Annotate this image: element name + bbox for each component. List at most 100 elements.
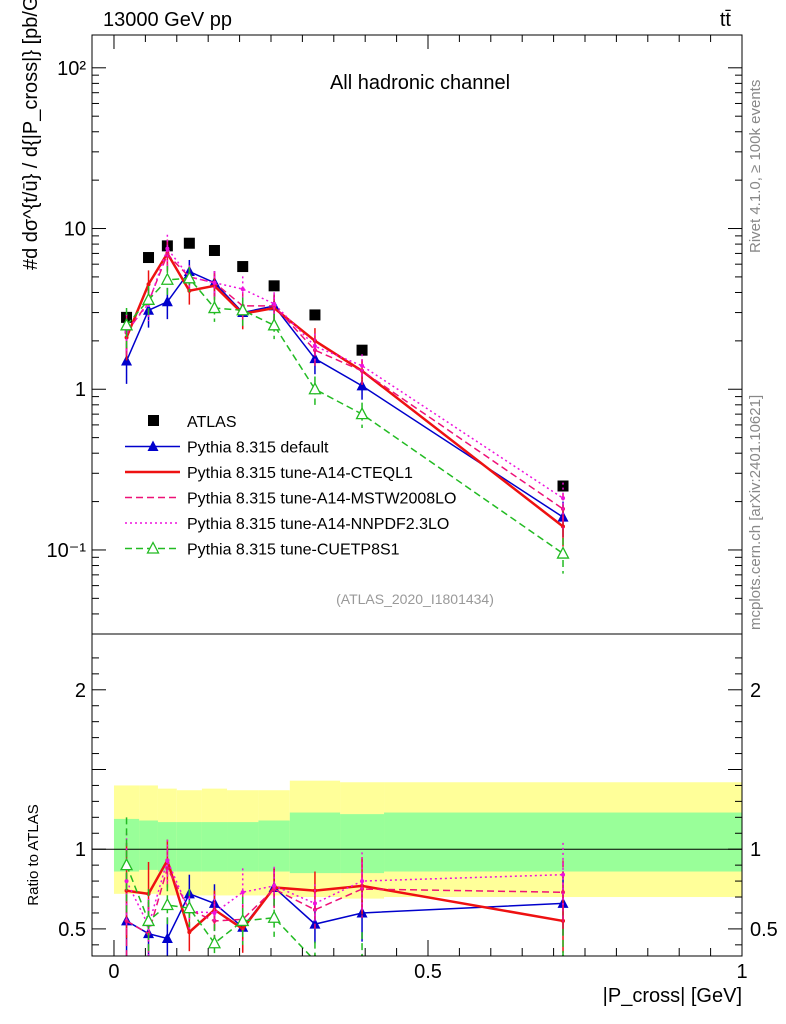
- data-point: [240, 287, 245, 292]
- data-point: [309, 309, 321, 321]
- legend-label: Pythia 8.315 tune-A14-NNPDF2.3LO: [187, 516, 449, 533]
- legend-label: Pythia 8.315 tune-A14-CTEQL1: [187, 465, 413, 482]
- uncertainty-band-green: [139, 820, 158, 870]
- uncertainty-band-green: [227, 822, 259, 872]
- data-point: [356, 344, 368, 356]
- analysis-watermark: (ATLAS_2020_I1801434): [336, 591, 494, 607]
- ratio-line: [126, 886, 564, 940]
- uncertainty-band-green: [289, 812, 341, 874]
- data-point: [141, 292, 156, 305]
- data-point: [268, 280, 280, 292]
- data-point: [308, 381, 322, 395]
- energy-label: 13000 GeV pp: [103, 9, 232, 31]
- uncertainty-band-green: [258, 820, 290, 872]
- ratio-point: [160, 897, 174, 911]
- data-point: [236, 302, 250, 316]
- ratio-series-pythia-8-315-tune-cuetp8s1: [119, 817, 565, 956]
- legend-marker: [146, 541, 160, 554]
- ratio-series-pythia-8-315-tune-a14-nnpdf2-3lo: [124, 833, 566, 956]
- ratio-point: [267, 910, 281, 923]
- main-y-axis-label: #d dσ^{t/ū} / d{|P_cross|} [pb/GeV]: [20, 0, 42, 270]
- data-point: [312, 344, 317, 349]
- uncertainty-band-green: [201, 822, 228, 872]
- data-point: [272, 301, 277, 306]
- ratio-point: [124, 918, 129, 923]
- series-pythia-8-315-tune-cuetp8s1: [119, 265, 570, 574]
- ratio-point: [119, 857, 134, 871]
- legend-item: ATLAS: [148, 414, 237, 431]
- legend-label: ATLAS: [187, 414, 237, 431]
- legend-label: Pythia 8.315 default: [187, 440, 329, 457]
- data-point: [561, 496, 566, 501]
- ratio-line: [125, 864, 312, 956]
- legend-marker: [147, 440, 159, 451]
- uncertainty-band-green: [176, 822, 202, 872]
- ratio-y-tick-label-right: 0.5: [750, 919, 778, 941]
- legend-label: Pythia 8.315 tune-CUETP8S1: [187, 542, 400, 559]
- ratio-point: [312, 901, 317, 906]
- ratio-point: [182, 900, 196, 914]
- series-line: [125, 253, 564, 510]
- data-point: [208, 244, 220, 256]
- rivet-version-label: Rivet 4.1.0, ≥ 100k events: [747, 80, 764, 253]
- legend-item: Pythia 8.315 tune-A14-NNPDF2.3LO: [125, 516, 449, 533]
- ratio-point: [165, 866, 170, 871]
- data-point: [557, 480, 569, 492]
- ratio-point: [212, 910, 217, 915]
- data-point: [207, 300, 222, 314]
- main-panel: All hadronic channel (ATLAS_2020_I180143…: [47, 34, 743, 635]
- data-point: [183, 237, 195, 249]
- ratio-y-tick-label: 1: [75, 839, 86, 861]
- data-point: [165, 246, 170, 251]
- legend-item: Pythia 8.315 default: [125, 440, 329, 457]
- data-point: [182, 270, 196, 284]
- data-point: [309, 352, 321, 364]
- main-y-tick-label: 1: [75, 379, 86, 401]
- data-point: [355, 406, 369, 420]
- series-line: [125, 277, 564, 555]
- ratio-line: [125, 858, 564, 928]
- data-point: [161, 295, 173, 307]
- ratio-point: [309, 918, 321, 929]
- series-line: [125, 270, 564, 518]
- ratio-point: [165, 858, 170, 863]
- series-line: [125, 247, 564, 499]
- ratio-point: [187, 930, 192, 935]
- legend-item: Pythia 8.315 tune-A14-CTEQL1: [125, 465, 413, 482]
- x-tick-label: 0.5: [414, 961, 442, 983]
- ratio-point: [360, 879, 365, 884]
- ratio-y-tick-label: 0.5: [58, 919, 86, 941]
- main-y-tick-label: 10⁻¹: [47, 540, 87, 562]
- legend: ATLAS Pythia 8.315 default Pythia 8.315 tu…: [125, 414, 456, 559]
- data-point: [143, 252, 155, 264]
- ratio-point: [212, 918, 217, 923]
- ratio-point: [141, 913, 156, 927]
- mcplots-source-label: mcplots.cern.ch [arXiv:2401.10621]: [747, 395, 764, 630]
- ratio-point: [272, 883, 277, 888]
- ratio-point: [561, 872, 566, 877]
- x-tick-label: 1: [736, 961, 747, 983]
- x-axis-label: |P_cross| [GeV]: [603, 985, 742, 1007]
- data-point: [212, 280, 217, 285]
- process-label: tt̄: [720, 9, 732, 31]
- main-y-axis-label-text: #d dσ^{t/ū} / d{|P_cross|} [pb/GeV]: [20, 0, 42, 270]
- series-pythia-8-315-tune-a14-mstw2008lo: [124, 240, 566, 530]
- ratio-point: [161, 932, 173, 943]
- data-point: [356, 379, 368, 391]
- legend-item: Pythia 8.315 tune-A14-MSTW2008LO: [125, 491, 456, 508]
- data-point: [165, 252, 170, 257]
- chart-title: All hadronic channel: [330, 72, 510, 94]
- ratio-y-tick-label-right: 1: [750, 839, 761, 861]
- data-point: [119, 317, 134, 331]
- ratio-line: [126, 866, 564, 935]
- data-point: [160, 272, 174, 285]
- data-point: [237, 261, 249, 273]
- legend-marker: [148, 415, 159, 426]
- data-point: [267, 317, 281, 331]
- ratio-point: [124, 879, 129, 884]
- ratio-y-axis-label: Ratio to ATLAS: [25, 804, 42, 905]
- x-tick-label: 0: [108, 961, 119, 983]
- ratio-y-tick-label-right: 2: [750, 680, 761, 702]
- data-point: [556, 546, 570, 559]
